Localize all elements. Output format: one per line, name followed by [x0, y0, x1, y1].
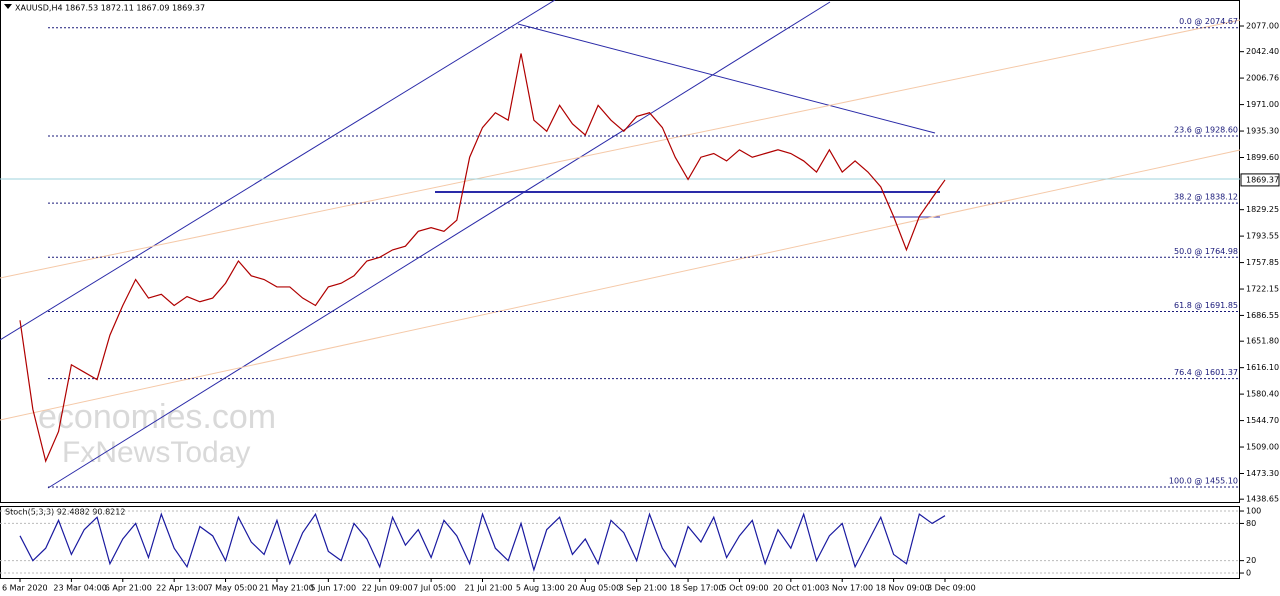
- trend-lines: [0, 0, 940, 489]
- series-line: [19, 53, 946, 463]
- y-tick-label: 0: [1246, 569, 1251, 578]
- y-tick-label: 2077.00: [1246, 22, 1279, 31]
- y-tick-label: 1473.30: [1246, 469, 1279, 478]
- y-tick-label: 1722.15: [1246, 285, 1279, 294]
- fib-label: 23.6 @ 1928.60: [1174, 126, 1238, 135]
- x-tick-label: 3 Nov 17:00: [824, 584, 873, 593]
- y-tick-label: 1971.00: [1246, 100, 1279, 109]
- y-tick-label: 1544.70: [1246, 416, 1279, 425]
- y-tick-label: 1686.55: [1246, 311, 1279, 320]
- x-tick-label: 5 Oct 09:00: [721, 584, 768, 593]
- x-tick-label: 23 Mar 04:00: [53, 584, 106, 593]
- fib-label: 76.4 @ 1601.37: [1174, 368, 1238, 377]
- stoch-title: Stoch(5,3,3) 92.4882 90.8212: [5, 508, 125, 517]
- main-panel: [0, 0, 1240, 503]
- fib-label: 100.0 @ 1455.10: [1169, 476, 1238, 485]
- x-tick-label: 20 Oct 01:00: [773, 584, 825, 593]
- y-tick-label: 20: [1246, 556, 1256, 565]
- stoch-panel: [0, 506, 1240, 579]
- y-tick-label: 1651.80: [1246, 337, 1279, 346]
- y-tick-label: 2042.40: [1246, 47, 1279, 56]
- watermark: economies.com: [38, 398, 276, 436]
- x-tick-label: 7 Jul 05:00: [413, 584, 456, 593]
- y-tick-label: 1899.60: [1246, 153, 1279, 162]
- x-tick-label: 20 Aug 05:00: [567, 584, 621, 593]
- x-tick-label: 5 Jun 17:00: [310, 584, 356, 593]
- fib-label: 61.8 @ 1691.85: [1174, 301, 1238, 310]
- fib-label: 0.0 @ 2074.67: [1179, 17, 1238, 26]
- y-tick-label: 1616.10: [1246, 363, 1279, 372]
- current-price-box: [1240, 173, 1280, 187]
- y-tick-label: 1793.55: [1246, 232, 1279, 241]
- x-tick-label: 6 Mar 2020: [2, 584, 48, 593]
- chart-title: XAUUSD,H4 1867.53 1872.11 1867.09 1869.3…: [15, 4, 205, 13]
- channel-lines: [0, 19, 1241, 421]
- x-tick-label: 18 Nov 09:00: [876, 584, 930, 593]
- x-tick-label: 18 Sep 17:00: [670, 584, 723, 593]
- x-tick-label: 5 Aug 13:00: [516, 584, 565, 593]
- y-tick-label: 1757.85: [1246, 258, 1279, 267]
- watermark: FxNewsToday: [62, 436, 250, 469]
- x-tick-label: 21 Jul 21:00: [465, 584, 513, 593]
- series-line: [19, 512, 946, 573]
- x-tick-label: 6 Apr 21:00: [105, 584, 152, 593]
- fib-label: 50.0 @ 1764.98: [1174, 247, 1238, 256]
- menu-icon: [4, 4, 12, 9]
- y-tick-label: 1580.40: [1246, 390, 1279, 399]
- x-tick-label: 3 Sep 21:00: [619, 584, 667, 593]
- y-tick-label: 1935.30: [1246, 127, 1279, 136]
- x-tick-label: 21 May 21:00: [259, 584, 314, 593]
- y-tick-label: 80: [1246, 519, 1256, 528]
- current-price-label: 1869.37: [1246, 175, 1279, 184]
- y-tick-label: 1438.65: [1246, 495, 1279, 504]
- y-tick-label: 100: [1246, 507, 1261, 516]
- y-tick-label: 1509.00: [1246, 443, 1279, 452]
- y-tick-label: 2006.76: [1246, 74, 1279, 83]
- fib-label: 38.2 @ 1838.12: [1174, 193, 1238, 202]
- x-tick-label: 22 Apr 13:00: [156, 584, 208, 593]
- y-tick-label: 1829.25: [1246, 205, 1279, 214]
- x-tick-label: 7 May 05:00: [208, 584, 258, 593]
- x-tick-label: 3 Dec 09:00: [927, 584, 976, 593]
- x-tick-label: 22 Jun 09:00: [362, 584, 413, 593]
